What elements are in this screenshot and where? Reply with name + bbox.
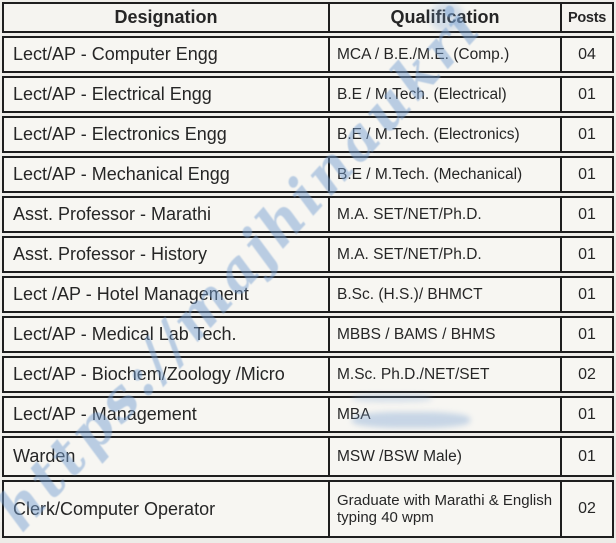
header-posts: Posts bbox=[568, 9, 606, 26]
designation-cell: Asst. Professor - Marathi bbox=[4, 198, 330, 231]
qualification-cell: MSW /BSW Male) bbox=[330, 438, 562, 475]
posts-cell: 04 bbox=[578, 45, 596, 63]
posts-cell: 01 bbox=[578, 285, 596, 303]
header-qualification: Qualification bbox=[330, 4, 562, 31]
posts-cell: 01 bbox=[578, 205, 596, 223]
header-designation: Designation bbox=[4, 4, 330, 31]
posts-cell: 01 bbox=[578, 325, 596, 343]
posts-cell: 01 bbox=[578, 165, 596, 183]
designation-cell: Lect/AP - Mechanical Engg bbox=[4, 158, 330, 191]
posts-cell: 01 bbox=[578, 245, 596, 263]
designation-cell: Lect/AP - Computer Engg bbox=[4, 38, 330, 71]
table-row: Clerk/Computer Operator Graduate with Ma… bbox=[2, 480, 614, 538]
table-row: Lect/AP - Computer Engg MCA / B.E./M.E. … bbox=[2, 36, 614, 73]
posts-cell: 01 bbox=[578, 85, 596, 103]
qualification-cell: MBBS / BAMS / BHMS bbox=[330, 318, 562, 351]
table-row: Lect/AP - Electronics Engg B.E / M.Tech.… bbox=[2, 116, 614, 153]
qualification-cell: B.E / M.Tech. (Mechanical) bbox=[330, 158, 562, 191]
designation-cell: Lect/AP - Medical Lab Tech. bbox=[4, 318, 330, 351]
qualification-cell: B.Sc. (H.S.)/ BHMCT bbox=[330, 278, 562, 311]
qualification-cell: Graduate with Marathi & English typing 4… bbox=[330, 482, 562, 536]
designation-cell: Warden bbox=[4, 438, 330, 475]
designation-cell: Asst. Professor - History bbox=[4, 238, 330, 271]
qualification-cell: M.A. SET/NET/Ph.D. bbox=[330, 238, 562, 271]
designation-cell: Lect /AP - Hotel Management bbox=[4, 278, 330, 311]
table-row: Lect/AP - Biochem/Zoology /Micro M.Sc. P… bbox=[2, 356, 614, 393]
table-row: Lect /AP - Hotel Management B.Sc. (H.S.)… bbox=[2, 276, 614, 313]
table-body: Lect/AP - Computer Engg MCA / B.E./M.E. … bbox=[2, 36, 614, 538]
qualification-cell: B.E / M.Tech. (Electronics) bbox=[330, 118, 562, 151]
posts-cell: 01 bbox=[578, 447, 596, 465]
table-row: Asst. Professor - Marathi M.A. SET/NET/P… bbox=[2, 196, 614, 233]
posts-cell: 02 bbox=[578, 500, 596, 517]
designation-cell: Clerk/Computer Operator bbox=[4, 482, 330, 536]
designation-cell: Lect/AP - Electrical Engg bbox=[4, 78, 330, 111]
table-row: Lect/AP - Management MBA 01 bbox=[2, 396, 614, 433]
table-row: Lect/AP - Mechanical Engg B.E / M.Tech. … bbox=[2, 156, 614, 193]
qualification-cell: MCA / B.E./M.E. (Comp.) bbox=[330, 38, 562, 71]
qualification-cell: MBA bbox=[330, 398, 562, 431]
table-row: Warden MSW /BSW Male) 01 bbox=[2, 436, 614, 477]
posts-cell: 01 bbox=[578, 125, 596, 143]
posts-cell: 01 bbox=[578, 405, 596, 423]
table-row: Lect/AP - Medical Lab Tech. MBBS / BAMS … bbox=[2, 316, 614, 353]
designation-cell: Lect/AP - Management bbox=[4, 398, 330, 431]
designation-cell: Lect/AP - Biochem/Zoology /Micro bbox=[4, 358, 330, 391]
qualification-cell: M.Sc. Ph.D./NET/SET bbox=[330, 358, 562, 391]
table-row: Asst. Professor - History M.A. SET/NET/P… bbox=[2, 236, 614, 273]
qualification-cell: B.E / M.Tech. (Electrical) bbox=[330, 78, 562, 111]
table-row: Lect/AP - Electrical Engg B.E / M.Tech. … bbox=[2, 76, 614, 113]
qualification-cell: M.A. SET/NET/Ph.D. bbox=[330, 198, 562, 231]
posts-cell: 02 bbox=[578, 365, 596, 383]
designation-cell: Lect/AP - Electronics Engg bbox=[4, 118, 330, 151]
table-header-row: Designation Qualification Posts bbox=[2, 2, 614, 33]
